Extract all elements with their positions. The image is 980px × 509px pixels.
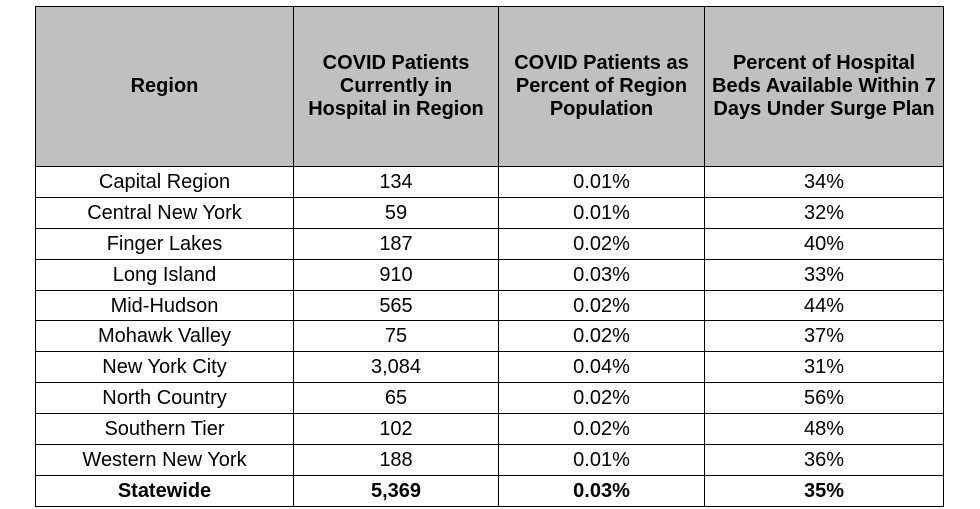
beds-available-cell: 34% [704,166,944,198]
total-region-cell: Statewide [35,474,294,507]
region-cell: Finger Lakes [35,227,294,260]
region-cell: New York City [35,351,294,384]
beds-available-cell: 33% [704,258,944,291]
region-cell: Mohawk Valley [35,320,294,353]
patients-cell: 59 [293,196,499,229]
region-cell: North Country [35,382,294,415]
region-cell: Western New York [35,444,294,476]
header-percent-of-population: COVID Patients as Percent of Region Popu… [498,6,705,167]
patients-cell: 102 [293,413,499,446]
percent-population-cell: 0.02% [498,413,705,446]
patients-cell: 910 [293,258,499,291]
patients-cell: 565 [293,289,499,322]
table-row: Southern Tier 102 0.02% 48% [35,413,944,446]
percent-population-cell: 0.02% [498,382,705,415]
table-row: Mid-Hudson 565 0.02% 44% [35,289,944,322]
patients-cell: 187 [293,227,499,260]
total-beds-available-cell: 35% [704,474,944,507]
beds-available-cell: 40% [704,227,944,260]
patients-cell: 188 [293,444,499,476]
table-row: New York City 3,084 0.04% 31% [35,351,944,384]
table-row: North Country 65 0.02% 56% [35,382,944,415]
percent-population-cell: 0.02% [498,320,705,353]
beds-available-cell: 56% [704,382,944,415]
percent-population-cell: 0.02% [498,227,705,260]
header-beds-available: Percent of Hospital Beds Available Withi… [704,6,944,167]
table-row: Capital Region 134 0.01% 34% [35,166,944,198]
table-row: Western New York 188 0.01% 36% [35,444,944,476]
header-region: Region [35,6,294,167]
header-patients-in-hospital: COVID Patients Currently in Hospital in … [293,6,499,167]
beds-available-cell: 31% [704,351,944,384]
patients-cell: 75 [293,320,499,353]
percent-population-cell: 0.04% [498,351,705,384]
table-row: Mohawk Valley 75 0.02% 37% [35,320,944,353]
beds-available-cell: 48% [704,413,944,446]
beds-available-cell: 36% [704,444,944,476]
region-cell: Mid-Hudson [35,289,294,322]
percent-population-cell: 0.01% [498,166,705,198]
patients-cell: 3,084 [293,351,499,384]
region-cell: Southern Tier [35,413,294,446]
percent-population-cell: 0.01% [498,444,705,476]
table-row: Long Island 910 0.03% 33% [35,258,944,291]
total-patients-cell: 5,369 [293,474,499,507]
percent-population-cell: 0.03% [498,258,705,291]
patients-cell: 134 [293,166,499,198]
beds-available-cell: 44% [704,289,944,322]
beds-available-cell: 32% [704,196,944,229]
region-cell: Central New York [35,196,294,229]
covid-hospital-table: Region COVID Patients Currently in Hospi… [35,6,944,507]
total-percent-population-cell: 0.03% [498,474,705,507]
region-cell: Long Island [35,258,294,291]
statewide-total-row: Statewide 5,369 0.03% 35% [35,474,944,507]
percent-population-cell: 0.01% [498,196,705,229]
beds-available-cell: 37% [704,320,944,353]
region-cell: Capital Region [35,166,294,198]
header-row: Region COVID Patients Currently in Hospi… [35,6,944,167]
table-row: Finger Lakes 187 0.02% 40% [35,227,944,260]
patients-cell: 65 [293,382,499,415]
percent-population-cell: 0.02% [498,289,705,322]
table-row: Central New York 59 0.01% 32% [35,196,944,229]
